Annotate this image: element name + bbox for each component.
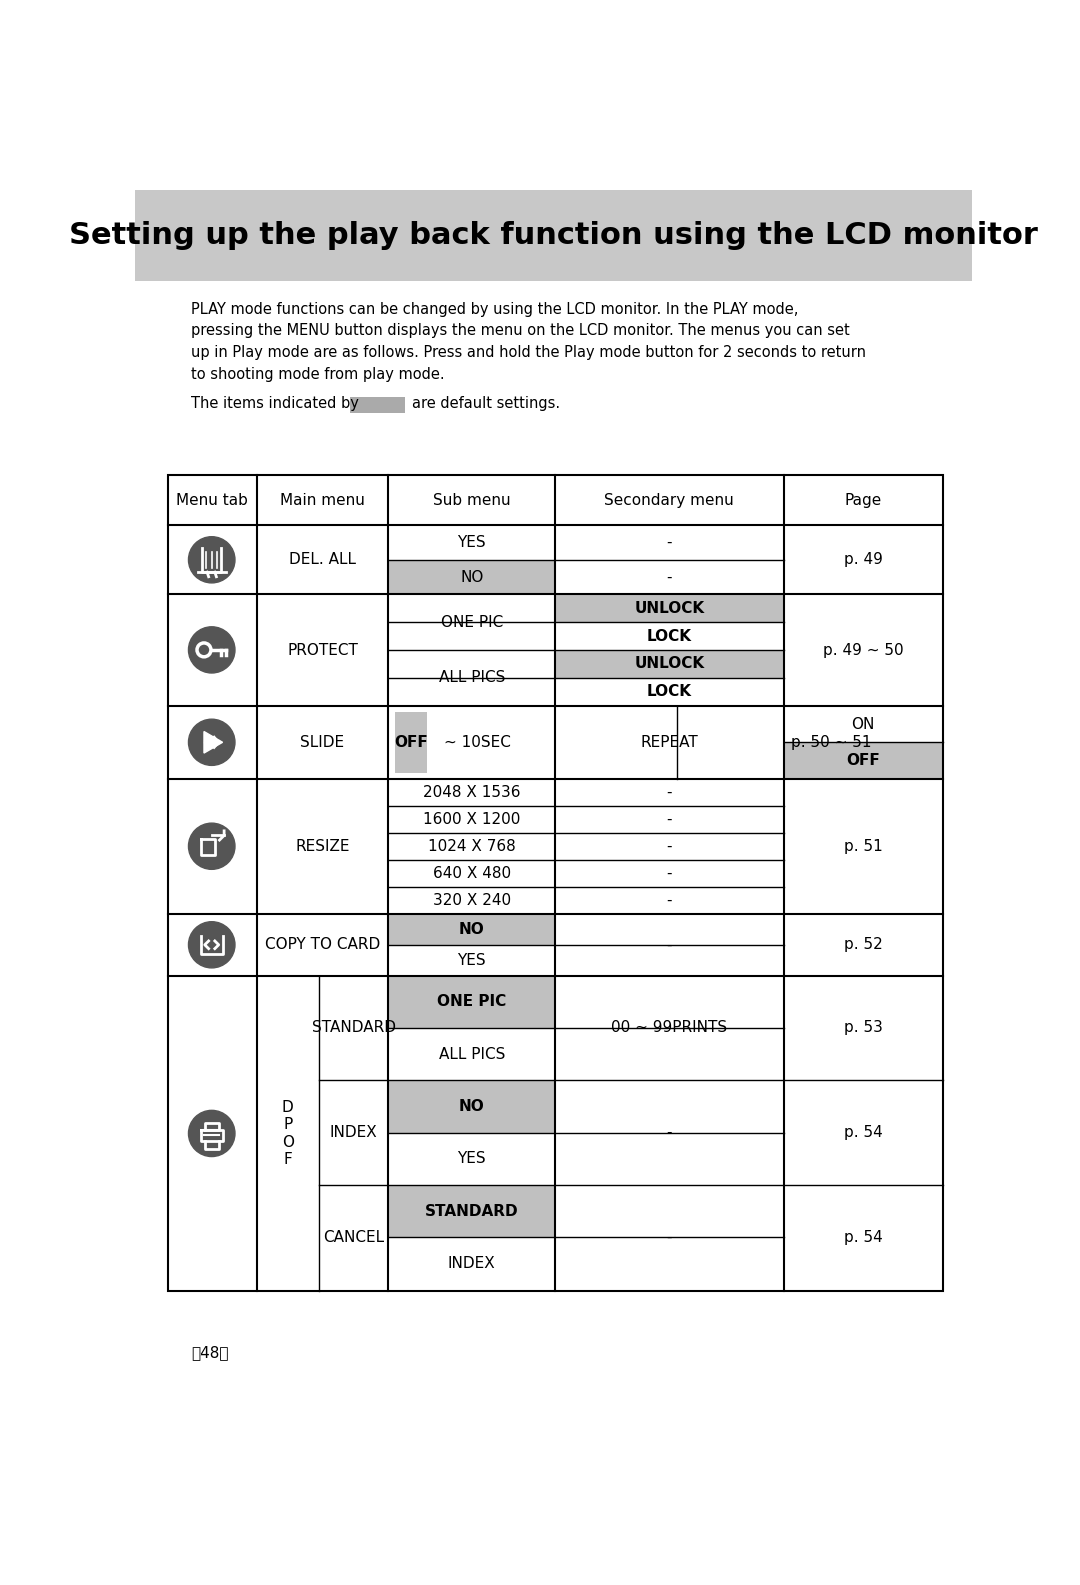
Text: -: -: [666, 812, 672, 827]
Circle shape: [189, 823, 235, 869]
Text: NO: NO: [459, 922, 485, 937]
FancyBboxPatch shape: [555, 594, 784, 623]
Text: 1024 X 768: 1024 X 768: [428, 838, 515, 854]
Text: Secondary menu: Secondary menu: [605, 493, 734, 507]
FancyBboxPatch shape: [389, 976, 555, 1029]
Text: -: -: [666, 569, 672, 585]
Text: INDEX: INDEX: [329, 1125, 377, 1140]
FancyBboxPatch shape: [389, 560, 555, 594]
Text: p. 54: p. 54: [843, 1230, 882, 1244]
Text: STANDARD: STANDARD: [424, 1203, 518, 1219]
Text: 〈48〉: 〈48〉: [191, 1346, 228, 1360]
FancyBboxPatch shape: [555, 650, 784, 678]
Text: NO: NO: [460, 569, 484, 585]
Circle shape: [189, 626, 235, 674]
Text: to shooting mode from play mode.: to shooting mode from play mode.: [191, 366, 445, 382]
Text: 00 ~ 99PRINTS: 00 ~ 99PRINTS: [611, 1021, 728, 1035]
Text: PLAY mode functions can be changed by using the LCD monitor. In the PLAY mode,: PLAY mode functions can be changed by us…: [191, 301, 798, 317]
Text: YES: YES: [458, 1151, 486, 1167]
Circle shape: [189, 922, 235, 968]
Text: -: -: [666, 1230, 672, 1244]
Text: p. 49: p. 49: [843, 552, 882, 567]
Text: UNLOCK: UNLOCK: [634, 601, 704, 617]
Text: ONE PIC: ONE PIC: [441, 615, 503, 629]
Polygon shape: [204, 732, 222, 753]
FancyBboxPatch shape: [350, 398, 405, 412]
Text: COPY TO CARD: COPY TO CARD: [265, 937, 380, 953]
Text: PROTECT: PROTECT: [287, 644, 357, 658]
Text: -: -: [666, 838, 672, 854]
FancyBboxPatch shape: [394, 712, 428, 773]
Text: Page: Page: [845, 493, 881, 507]
Circle shape: [189, 1111, 235, 1157]
Text: p. 50 ~ 51: p. 50 ~ 51: [792, 735, 872, 750]
Text: RESIZE: RESIZE: [295, 838, 350, 854]
Text: pressing the MENU button displays the menu on the LCD monitor. The menus you can: pressing the MENU button displays the me…: [191, 323, 850, 339]
FancyBboxPatch shape: [135, 190, 972, 281]
Text: ONE PIC: ONE PIC: [437, 994, 507, 1010]
Text: SLIDE: SLIDE: [300, 735, 345, 750]
Text: up in Play mode are as follows. Press and hold the Play mode button for 2 second: up in Play mode are as follows. Press an…: [191, 346, 866, 360]
Text: YES: YES: [458, 953, 486, 968]
Text: STANDARD: STANDARD: [311, 1021, 395, 1035]
Text: 640 X 480: 640 X 480: [433, 865, 511, 881]
FancyBboxPatch shape: [389, 1081, 555, 1133]
Text: INDEX: INDEX: [448, 1255, 496, 1271]
Text: OFF: OFF: [394, 735, 428, 750]
Text: p. 53: p. 53: [843, 1021, 882, 1035]
FancyBboxPatch shape: [167, 476, 943, 525]
Text: -: -: [666, 865, 672, 881]
Text: OFF: OFF: [847, 753, 880, 769]
FancyBboxPatch shape: [389, 1186, 555, 1238]
Circle shape: [189, 537, 235, 583]
Text: UNLOCK: UNLOCK: [634, 656, 704, 672]
Text: LOCK: LOCK: [647, 629, 692, 644]
Text: The items indicated by: The items indicated by: [191, 396, 359, 411]
Text: LOCK: LOCK: [647, 685, 692, 699]
Text: -: -: [666, 785, 672, 800]
Text: 320 X 240: 320 X 240: [433, 892, 511, 908]
Text: D
P
O
F: D P O F: [282, 1100, 294, 1167]
FancyBboxPatch shape: [389, 915, 555, 945]
Text: DEL. ALL: DEL. ALL: [289, 552, 356, 567]
FancyBboxPatch shape: [784, 742, 943, 780]
Circle shape: [189, 720, 235, 766]
Text: p. 54: p. 54: [843, 1125, 882, 1140]
Text: Main menu: Main menu: [280, 493, 365, 507]
Text: -: -: [666, 937, 672, 953]
Text: p. 51: p. 51: [843, 838, 882, 854]
Text: ALL PICS: ALL PICS: [438, 1046, 505, 1062]
Text: -: -: [666, 536, 672, 550]
Text: 1600 X 1200: 1600 X 1200: [423, 812, 521, 827]
Text: p. 49 ~ 50: p. 49 ~ 50: [823, 644, 904, 658]
Text: Menu tab: Menu tab: [176, 493, 248, 507]
Text: YES: YES: [458, 536, 486, 550]
Text: REPEAT: REPEAT: [640, 735, 699, 750]
Text: p. 52: p. 52: [843, 937, 882, 953]
Text: Sub menu: Sub menu: [433, 493, 511, 507]
Text: Setting up the play back function using the LCD monitor: Setting up the play back function using …: [69, 222, 1038, 250]
Text: are default settings.: are default settings.: [411, 396, 559, 411]
Text: -: -: [666, 1125, 672, 1140]
Text: ON: ON: [851, 716, 875, 732]
Text: ~ 10SEC: ~ 10SEC: [444, 735, 511, 750]
Text: ALL PICS: ALL PICS: [438, 670, 505, 685]
Text: NO: NO: [459, 1098, 485, 1114]
Text: -: -: [666, 892, 672, 908]
Text: 2048 X 1536: 2048 X 1536: [423, 785, 521, 800]
Text: CANCEL: CANCEL: [323, 1230, 384, 1244]
